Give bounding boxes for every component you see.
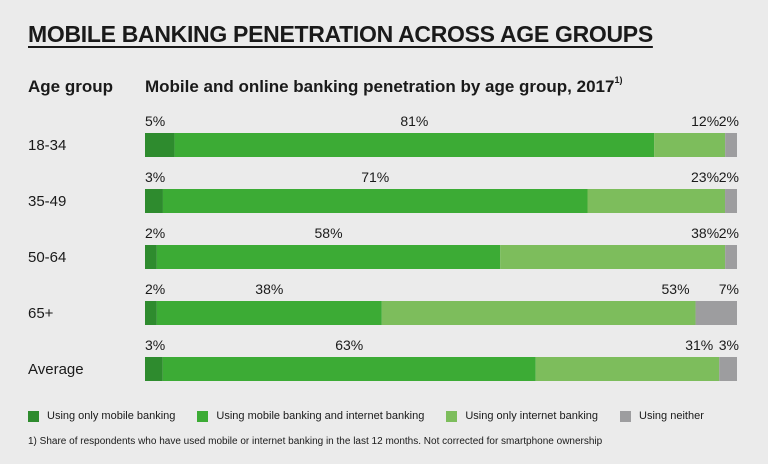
category-label-65-: 65+: [28, 305, 54, 322]
legend-item: Using neither: [620, 410, 704, 422]
value-label: 2%: [145, 225, 165, 241]
bar-segment: [725, 189, 737, 213]
legend-label: Using mobile banking and internet bankin…: [216, 410, 425, 422]
legend-label: Using only internet banking: [465, 410, 599, 422]
category-label-18-34: 18-34: [28, 137, 66, 154]
legend-swatch: [197, 410, 209, 422]
value-label: 31%: [685, 337, 713, 353]
bar-segment: [174, 133, 655, 157]
bar-segment: [145, 189, 163, 213]
legend-label: Using neither: [639, 410, 704, 422]
bar-segment: [654, 133, 726, 157]
value-label: 23%: [691, 169, 719, 185]
category-label-average: Average: [28, 361, 84, 378]
page-title: MOBILE BANKING PENETRATION ACROSS AGE GR…: [28, 21, 653, 47]
bar-segment: [500, 245, 726, 269]
category-label-50-64: 50-64: [28, 249, 66, 266]
subtitle-footnote-marker: 1): [614, 75, 623, 85]
value-label: 12%: [691, 113, 719, 129]
bar-segment: [145, 133, 175, 157]
bar-segment: [719, 357, 737, 381]
value-label: 38%: [691, 225, 719, 241]
value-label: 58%: [315, 225, 343, 241]
bar-segment: [725, 245, 737, 269]
value-label: 7%: [719, 281, 739, 297]
stacked-bar-chart: 18-345% 81% 12% 2%35-493% 71% 23% 2%50-642% 58%…: [28, 113, 739, 381]
legend-label: Using only mobile banking: [47, 410, 176, 422]
legend-item: Using mobile banking and internet bankin…: [197, 410, 424, 422]
bar-segment: [725, 133, 737, 157]
bar-segment: [587, 189, 726, 213]
value-label: 3%: [145, 337, 165, 353]
bar-segment: [162, 357, 536, 381]
value-label: 63%: [335, 337, 363, 353]
legend-item: Using only mobile banking: [28, 410, 175, 422]
value-label: 53%: [662, 281, 690, 297]
chart-subtitle: Mobile and online banking penetration by…: [145, 75, 623, 97]
legend-swatch: [446, 410, 458, 422]
value-label: 81%: [400, 113, 428, 129]
bar-segment: [162, 189, 588, 213]
bar-segment: [535, 357, 720, 381]
legend-swatch: [28, 410, 39, 422]
footnote: 1) Share of respondents who have used mo…: [28, 436, 603, 447]
value-label: 2%: [719, 113, 739, 129]
legend: Using only mobile banking Using mobile ba…: [28, 410, 726, 422]
value-label: 71%: [361, 169, 389, 185]
value-label: 38%: [255, 281, 283, 297]
value-label: 3%: [145, 169, 165, 185]
legend-swatch: [620, 410, 632, 422]
value-label: 2%: [145, 281, 165, 297]
chart-subtitle-text: Mobile and online banking penetration by…: [145, 77, 615, 96]
legend-item: Using only internet banking: [446, 410, 598, 422]
bar-segment: [695, 301, 737, 325]
bar-segment: [381, 301, 696, 325]
bar-segment: [156, 245, 501, 269]
bar-segment: [145, 301, 157, 325]
bar-segment: [145, 245, 157, 269]
value-label: 3%: [719, 337, 739, 353]
value-label: 2%: [719, 225, 739, 241]
value-label: 2%: [719, 169, 739, 185]
bar-segment: [145, 357, 163, 381]
category-label-35-49: 35-49: [28, 193, 66, 210]
bar-segment: [156, 301, 382, 325]
value-label: 5%: [145, 113, 165, 129]
age-group-header: Age group: [28, 77, 113, 96]
